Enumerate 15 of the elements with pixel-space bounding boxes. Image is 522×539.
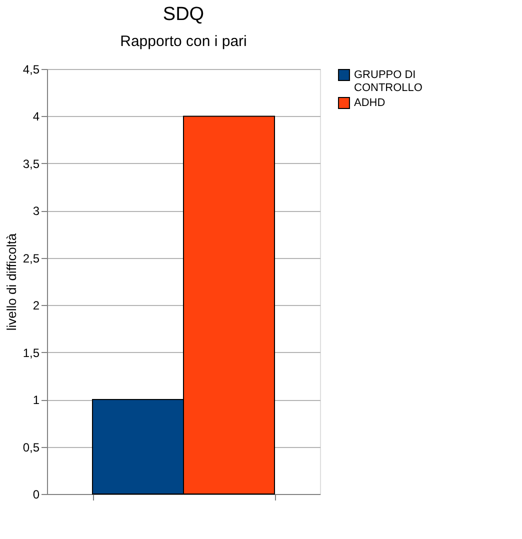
y-tick-label: 4 bbox=[32, 110, 40, 124]
y-axis-title: livello di difficoltà bbox=[4, 232, 19, 331]
y-tick-label: 3 bbox=[32, 204, 40, 218]
y-tick-label: 4,5 bbox=[22, 62, 40, 76]
chart-subtitle: Rapporto con i pari bbox=[120, 33, 247, 50]
legend-label: GRUPPO DI CONTROLLO bbox=[354, 69, 423, 94]
y-tick-label: 2,5 bbox=[22, 251, 40, 266]
y-tick-label: 1,5 bbox=[22, 346, 40, 360]
y-tick-label: 2 bbox=[32, 298, 40, 313]
y-tick-label: 0,5 bbox=[22, 440, 40, 454]
y-tick-label: 1 bbox=[32, 393, 40, 408]
legend-label: ADHD bbox=[354, 97, 386, 109]
y-tick-label: 3,5 bbox=[22, 156, 40, 171]
y-tick-label: 0 bbox=[32, 488, 40, 502]
chart-title: SDQ bbox=[162, 4, 204, 25]
